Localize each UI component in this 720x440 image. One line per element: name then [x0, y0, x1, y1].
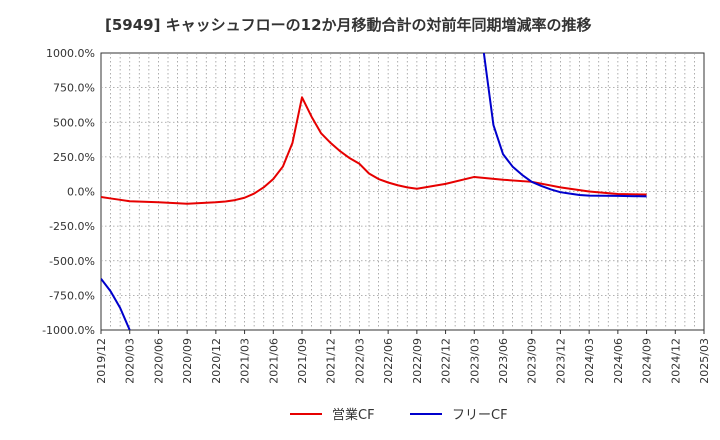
grid	[100, 52, 705, 331]
legend: 営業CF フリーCF	[290, 407, 508, 423]
chart-title: [5949] キャッシュフローの12か月移動合計の対前年同期増減率の推移	[105, 16, 592, 34]
series-line-operating-cf	[101, 96, 647, 205]
x-tick-label: 2023/03	[468, 338, 481, 384]
x-tick-label: 2020/12	[210, 338, 223, 384]
x-tick-label: 2021/12	[325, 338, 338, 384]
x-tick-label: 2024/12	[669, 338, 682, 384]
x-tick-label: 2022/12	[440, 338, 453, 384]
x-tick-label: 2022/03	[353, 338, 366, 384]
x-tick-label: 2021/03	[239, 338, 252, 384]
legend-label: フリーCF	[452, 408, 508, 423]
y-tick-label: 750.0%	[53, 82, 95, 95]
x-tick-label: 2024/06	[612, 338, 625, 384]
x-tick-label: 2022/09	[411, 338, 424, 384]
x-tick-label: 2024/09	[641, 338, 654, 384]
x-tick-label: 2023/06	[497, 338, 510, 384]
y-tick-label: 1000.0%	[46, 47, 95, 60]
legend-label: 営業CF	[332, 407, 375, 423]
y-tick-label: -500.0%	[49, 255, 95, 268]
x-tick-label: 2021/06	[267, 338, 280, 384]
y-tick-label: -750.0%	[49, 289, 95, 302]
x-tick-label: 2023/12	[554, 338, 567, 384]
x-tick-label: 2020/03	[124, 338, 137, 384]
x-tick-label: 2025/03	[698, 338, 711, 384]
x-tick-label: 2022/06	[382, 338, 395, 384]
y-tick-label: 250.0%	[53, 151, 95, 164]
x-tick-label: 2021/09	[296, 338, 309, 384]
x-tick-label: 2019/12	[95, 338, 108, 384]
y-tick-label: 500.0%	[53, 116, 95, 129]
series-line-free-cf	[101, 278, 131, 330]
x-tick-label: 2024/03	[583, 338, 596, 384]
axes: 1000.0% 750.0% 500.0% 250.0% 0.0% -250.0% -500…	[42, 47, 711, 384]
x-tick-label: 2020/09	[181, 338, 194, 384]
x-tick-label: 2020/06	[152, 338, 165, 384]
y-tick-label: 0.0%	[67, 186, 95, 199]
y-tick-label: -250.0%	[49, 220, 95, 233]
series-line-free-cf	[482, 53, 647, 198]
series-lines	[101, 53, 647, 330]
x-tick-label: 2023/09	[526, 338, 539, 384]
y-tick-label: -1000.0%	[42, 324, 95, 337]
